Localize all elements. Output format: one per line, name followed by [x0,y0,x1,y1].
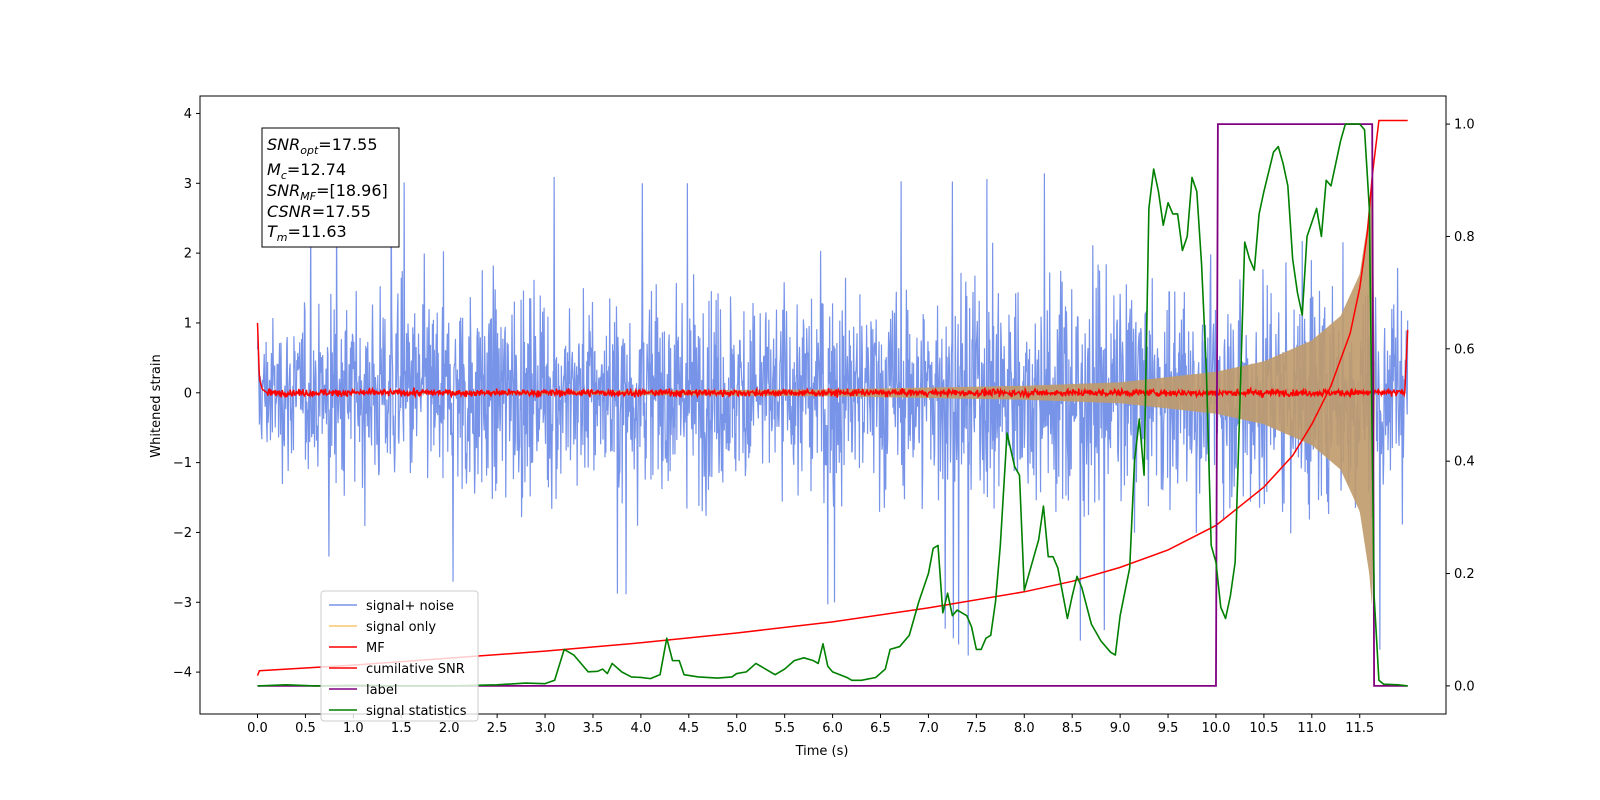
y2-tick-label: 0.4 [1454,455,1475,470]
info-mc: Mc=12.74 [267,160,346,182]
x-tick-label: 4.0 [631,721,652,736]
x-tick-label: 3.0 [535,721,556,736]
x-tick-label: 5.0 [726,721,747,736]
info-csnr: CSNR=17.55 [267,202,371,221]
info-snr-opt: SNRopt=17.55 [267,135,378,157]
y-tick-label: −3 [173,596,192,611]
legend: signal+ noise signal only MF cumilative … [320,590,479,722]
x-tick-label: 5.5 [774,721,795,736]
y2-tick-label: 0.6 [1454,342,1475,357]
x-tick-label: 1.5 [391,721,412,736]
x-tick-label: 11.0 [1297,721,1326,736]
legend-label-signal-only: signal only [366,620,436,635]
x-axis-label: Time (s) [795,744,849,759]
y-tick-label: 3 [184,177,192,192]
x-tick-label: 8.0 [1014,721,1035,736]
y-axis-label: Whitened strain [149,354,164,457]
x-tick-label: 3.5 [583,721,604,736]
x-tick-label: 9.5 [1158,721,1179,736]
y-tick-label: −2 [173,526,192,541]
legend-frame [320,590,479,722]
y2-tick-label: 1.0 [1454,118,1475,133]
x-tick-label: 11.5 [1345,721,1374,736]
y-tick-label: 1 [184,316,192,331]
legend-label-signal-noise: signal+ noise [366,599,454,614]
x-tick-label: 2.5 [487,721,508,736]
y2-tick-label: 0.2 [1454,567,1475,582]
mf-line [256,322,1409,400]
y-tick-label: 2 [184,247,192,262]
y-tick-label: 4 [184,107,192,122]
legend-label-label: label [366,683,397,698]
csnr-line [256,119,1408,676]
y-tick-label: −4 [173,666,192,681]
x-tick-label: 4.5 [678,721,699,736]
x-tick-label: 0.5 [295,721,316,736]
y2-tick-label: 0.0 [1454,679,1475,694]
x-tick-label: 6.5 [870,721,891,736]
x-tick-label: 10.0 [1201,721,1230,736]
info-box: SNRopt=17.55 Mc=12.74 SNRMF=[18.96] CSNR… [261,127,400,248]
x-tick-label: 7.5 [966,721,987,736]
y2-tick-label: 0.8 [1454,230,1475,245]
x-tick-label: 2.0 [439,721,460,736]
y-axis-right: 1.0 0.8 0.6 0.4 0.2 0.0 [1446,118,1475,694]
x-tick-label: 9.0 [1110,721,1131,736]
x-tick-label: 10.5 [1249,721,1278,736]
label-line [257,123,1408,687]
info-snr-mf: SNRMF=[18.96] [267,181,388,203]
y-axis-left: 4 3 2 1 0 −1 −2 −3 −4 [173,107,200,681]
x-tick-label: 0.0 [247,721,268,736]
legend-label-mf: MF [366,641,385,656]
plot-frame [199,95,1447,715]
y-tick-label: 0 [184,386,192,401]
legend-label-stats: signal statistics [366,704,467,719]
y-tick-label: −1 [173,456,192,471]
x-tick-label: 8.5 [1062,721,1083,736]
signal-statistics-line [257,123,1408,687]
info-tm: Tm=11.63 [267,222,347,244]
legend-label-csnr: cumilative SNR [366,662,465,677]
x-tick-label: 1.0 [343,721,364,736]
x-axis: 0.0 0.5 1.0 1.5 2.0 2.5 3.0 3.5 4.0 4.5 5.0 5.5 6.0 6… [247,714,1374,736]
x-tick-label: 6.0 [822,721,843,736]
x-tick-label: 7.0 [918,721,939,736]
